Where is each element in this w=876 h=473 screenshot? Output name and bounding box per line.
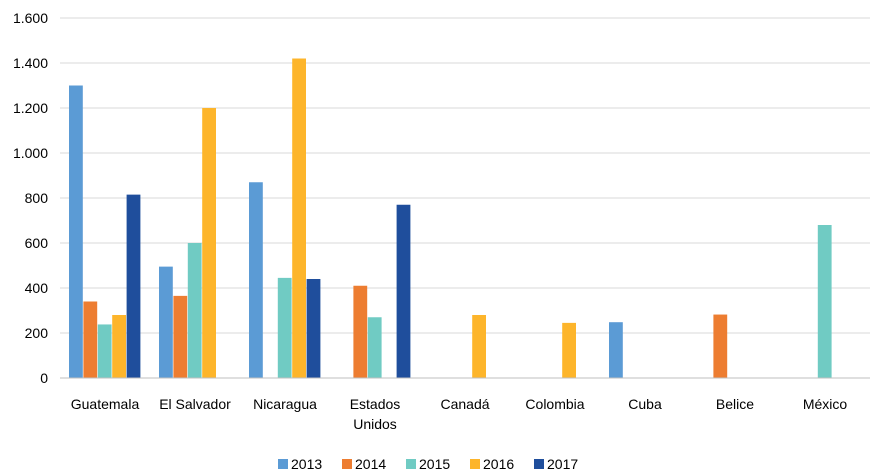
bar-2013 <box>249 182 263 378</box>
bar-2014 <box>83 301 98 378</box>
y-tick-label: 400 <box>25 280 49 296</box>
y-tick-label: 1.600 <box>13 10 48 26</box>
gridlines <box>60 17 870 334</box>
legend-swatch <box>406 459 416 469</box>
x-category-label: Colombia <box>525 396 584 412</box>
bar-2015 <box>277 277 292 378</box>
bar-2013 <box>159 266 173 378</box>
legend-label: 2017 <box>547 456 578 472</box>
y-tick-label: 200 <box>25 325 49 341</box>
bar-2016 <box>202 108 216 378</box>
x-category-label: Unidos <box>353 416 397 432</box>
bar-2017 <box>126 194 141 378</box>
y-tick-label: 1.400 <box>13 55 48 71</box>
x-category-label: Nicaragua <box>253 396 317 412</box>
legend-label: 2014 <box>355 456 386 472</box>
bars <box>69 58 832 378</box>
x-category-label: Canadá <box>440 396 489 412</box>
y-tick-label: 0 <box>40 370 48 386</box>
y-tick-label: 600 <box>25 235 49 251</box>
bar-2014 <box>353 285 368 378</box>
x-category-label: Cuba <box>628 396 662 412</box>
legend-swatch <box>470 459 480 469</box>
x-category-label: México <box>803 396 848 412</box>
legend-label: 2016 <box>483 456 514 472</box>
x-category-label: Estados <box>350 396 401 412</box>
x-axis-category-labels: Guatemala El Salvador Nicaragua Estados Unid… <box>71 396 848 432</box>
bar-2015 <box>817 225 832 378</box>
bar-2015 <box>97 324 112 378</box>
bar-2014 <box>173 295 188 378</box>
legend-swatch <box>534 459 544 469</box>
bar-2017 <box>306 279 321 378</box>
legend-label: 2013 <box>291 456 322 472</box>
bar-2013 <box>609 322 623 378</box>
y-axis-tick-labels: 0 200 400 600 800 1.000 1.200 1.400 1.600 <box>13 10 48 386</box>
legend-label: 2015 <box>419 456 450 472</box>
bar-2013 <box>69 85 83 378</box>
y-tick-label: 1.000 <box>13 145 48 161</box>
legend: 2013 2014 2015 2016 2017 <box>278 456 578 472</box>
x-category-label: El Salvador <box>159 396 231 412</box>
y-tick-label: 1.200 <box>13 100 48 116</box>
bar-2017 <box>396 204 411 378</box>
bar-2016 <box>562 322 576 378</box>
x-category-label: Belice <box>716 396 754 412</box>
bar-2016 <box>112 315 126 378</box>
legend-swatch <box>342 459 352 469</box>
y-tick-label: 800 <box>25 190 49 206</box>
x-category-label: Guatemala <box>71 396 140 412</box>
bar-2016 <box>472 315 486 378</box>
legend-swatch <box>278 459 288 469</box>
bar-2015 <box>187 243 202 378</box>
bar-2016 <box>292 58 306 378</box>
bar-2014 <box>713 314 728 378</box>
bar-2015 <box>367 317 382 378</box>
